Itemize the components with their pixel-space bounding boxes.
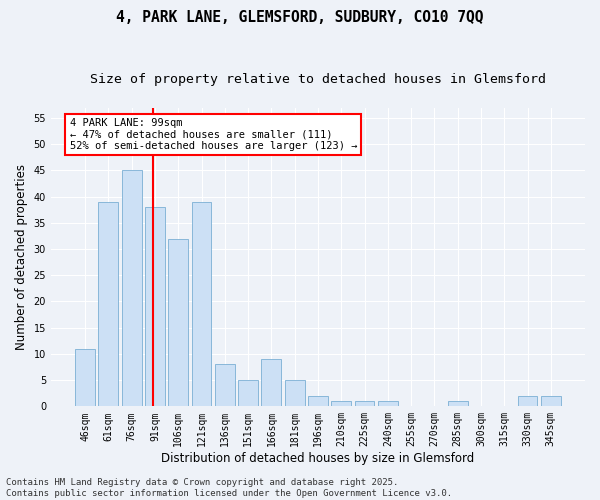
Bar	[308, 396, 328, 406]
Text: Contains HM Land Registry data © Crown copyright and database right 2025.
Contai: Contains HM Land Registry data © Crown c…	[6, 478, 452, 498]
Bar	[215, 364, 235, 406]
Text: 4 PARK LANE: 99sqm
← 47% of detached houses are smaller (111)
52% of semi-detach: 4 PARK LANE: 99sqm ← 47% of detached hou…	[70, 118, 357, 151]
Bar	[169, 238, 188, 406]
Bar	[238, 380, 258, 406]
Bar	[122, 170, 142, 406]
Text: 4, PARK LANE, GLEMSFORD, SUDBURY, CO10 7QQ: 4, PARK LANE, GLEMSFORD, SUDBURY, CO10 7…	[116, 10, 484, 25]
Bar	[191, 202, 211, 406]
Bar	[98, 202, 118, 406]
Bar	[518, 396, 538, 406]
Bar	[75, 348, 95, 406]
Bar	[331, 401, 351, 406]
Bar	[355, 401, 374, 406]
Bar	[448, 401, 467, 406]
Y-axis label: Number of detached properties: Number of detached properties	[15, 164, 28, 350]
Bar	[285, 380, 305, 406]
X-axis label: Distribution of detached houses by size in Glemsford: Distribution of detached houses by size …	[161, 452, 475, 465]
Title: Size of property relative to detached houses in Glemsford: Size of property relative to detached ho…	[90, 72, 546, 86]
Bar	[378, 401, 398, 406]
Bar	[145, 207, 165, 406]
Bar	[262, 359, 281, 406]
Bar	[541, 396, 561, 406]
